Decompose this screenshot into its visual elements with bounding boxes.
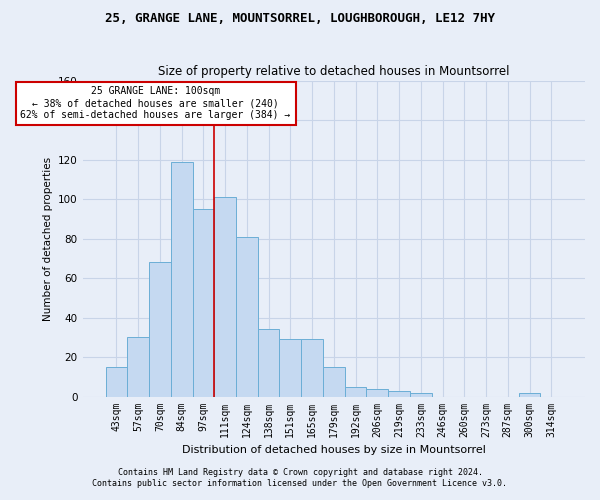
Bar <box>127 338 149 396</box>
Bar <box>345 386 367 396</box>
Bar <box>258 330 280 396</box>
Bar <box>193 209 214 396</box>
Bar <box>280 340 301 396</box>
Bar <box>410 392 431 396</box>
Bar <box>171 162 193 396</box>
Title: Size of property relative to detached houses in Mountsorrel: Size of property relative to detached ho… <box>158 65 509 78</box>
Bar <box>301 340 323 396</box>
X-axis label: Distribution of detached houses by size in Mountsorrel: Distribution of detached houses by size … <box>182 445 486 455</box>
Bar <box>106 367 127 396</box>
Bar <box>236 236 258 396</box>
Bar <box>149 262 171 396</box>
Bar <box>388 390 410 396</box>
Text: 25, GRANGE LANE, MOUNTSORREL, LOUGHBOROUGH, LE12 7HY: 25, GRANGE LANE, MOUNTSORREL, LOUGHBOROU… <box>105 12 495 26</box>
Y-axis label: Number of detached properties: Number of detached properties <box>43 156 53 320</box>
Bar <box>323 367 345 396</box>
Bar <box>367 388 388 396</box>
Bar <box>214 197 236 396</box>
Text: 25 GRANGE LANE: 100sqm
← 38% of detached houses are smaller (240)
62% of semi-de: 25 GRANGE LANE: 100sqm ← 38% of detached… <box>20 86 290 120</box>
Bar <box>518 392 541 396</box>
Text: Contains HM Land Registry data © Crown copyright and database right 2024.
Contai: Contains HM Land Registry data © Crown c… <box>92 468 508 487</box>
